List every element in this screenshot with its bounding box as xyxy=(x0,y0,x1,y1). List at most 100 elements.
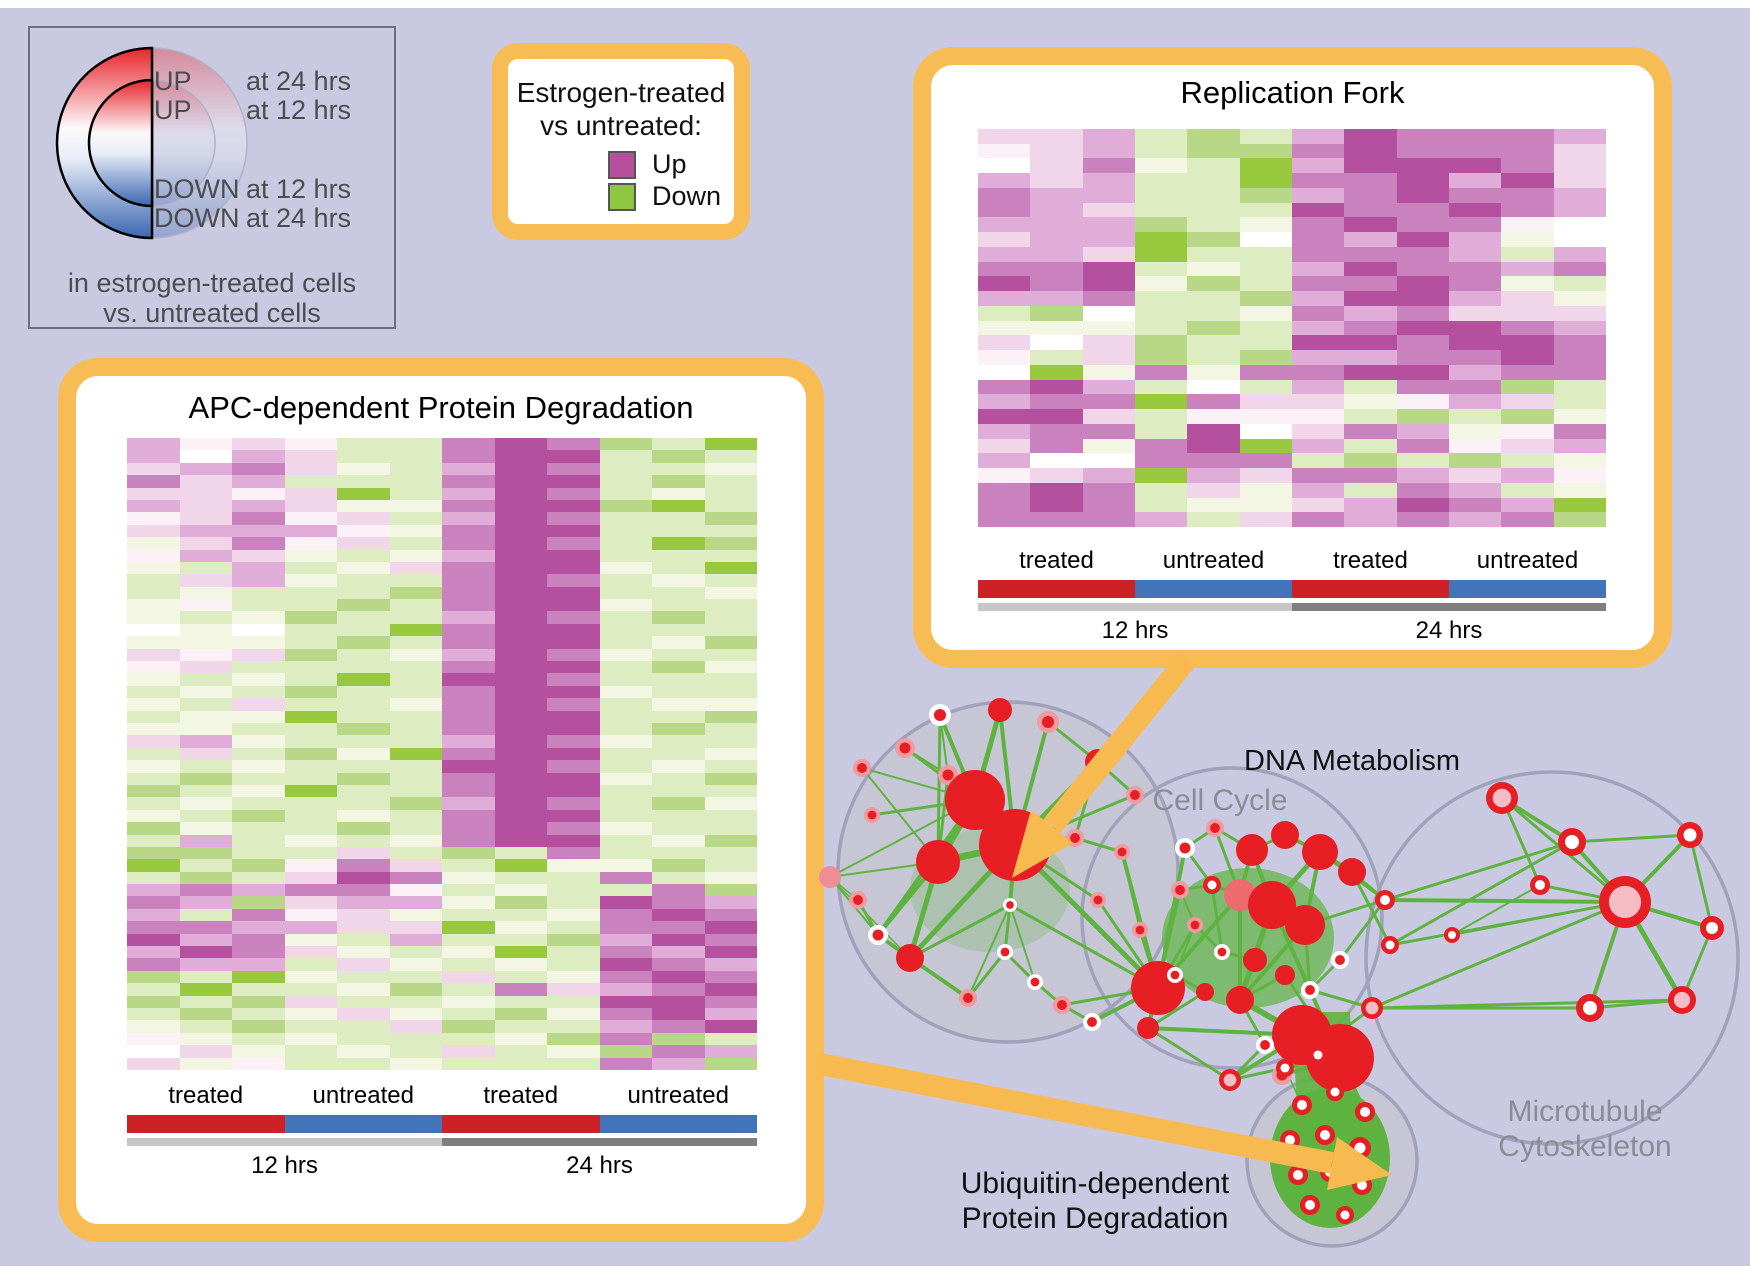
heatmap-cell xyxy=(1239,394,1292,409)
heatmap-cell xyxy=(284,834,337,847)
heatmap-cell xyxy=(704,797,757,810)
network-node-solid xyxy=(1243,948,1267,972)
heatmap-cell xyxy=(337,438,390,451)
cell-cycle-label: Cell Cycle xyxy=(1152,784,1288,817)
heatmap-cell xyxy=(337,685,390,699)
heatmap-cell xyxy=(652,722,705,736)
heatmap-cell xyxy=(337,450,390,463)
heatmap-cell xyxy=(599,499,652,513)
heatmap-cell xyxy=(337,710,390,723)
heatmap-cell xyxy=(127,636,180,649)
heatmap-cell xyxy=(652,735,705,748)
heatmap-cell xyxy=(127,908,180,922)
heatmap-cell xyxy=(652,933,705,947)
heatmap-cell xyxy=(1344,512,1397,527)
heatmap-cell xyxy=(389,487,442,500)
heatmap-cell xyxy=(704,921,757,934)
heatmap-cell xyxy=(494,822,547,835)
heatmap-cell xyxy=(442,524,495,538)
heatmap-cell xyxy=(547,561,600,575)
color-key-legend: Estrogen-treated vs untreated: Up Down xyxy=(492,43,750,240)
heatmap-cell xyxy=(337,1057,390,1070)
heatmap-cell xyxy=(1553,261,1606,277)
heatmap-cell xyxy=(599,599,652,612)
heatmap-cell xyxy=(127,958,180,971)
heatmap-cell xyxy=(1030,143,1083,159)
heatmap-cell xyxy=(599,908,652,922)
heatmap-cell xyxy=(978,276,1031,292)
heatmap-cell xyxy=(337,822,390,835)
heatmap-cell xyxy=(978,261,1031,277)
heatmap-cell xyxy=(1344,217,1397,233)
network-node-solid xyxy=(1248,881,1296,929)
heatmap-cell xyxy=(704,549,757,562)
network-node-hole xyxy=(1340,1210,1350,1220)
heatmap-cell xyxy=(284,561,337,575)
heatmap-cell xyxy=(337,636,390,649)
heatmap-cell xyxy=(442,537,495,550)
heatmap-cell xyxy=(1553,512,1606,527)
heatmap-cell xyxy=(284,475,337,488)
heatmap-cell xyxy=(1448,482,1502,498)
network-node-core xyxy=(1030,977,1040,987)
heatmap-cell xyxy=(1344,158,1397,174)
heatmap-cell xyxy=(704,1020,757,1033)
heatmap-cell xyxy=(599,574,652,587)
heatmap-cell xyxy=(1134,276,1188,292)
heatmap-cell xyxy=(127,537,180,550)
network-edge xyxy=(1210,884,1224,953)
heatmap-cell xyxy=(389,735,442,748)
heatmap-cell xyxy=(1030,202,1083,218)
network-node-hole xyxy=(1223,1073,1237,1087)
network-node-hole xyxy=(1285,1135,1295,1145)
network-edge xyxy=(1384,898,1626,904)
heatmap-cell xyxy=(547,710,600,723)
heatmap-cell xyxy=(704,859,757,872)
network-node-lightred xyxy=(1224,879,1256,911)
heatmap-cell xyxy=(442,859,495,872)
heatmap-cell xyxy=(547,722,600,736)
heatmap-cell xyxy=(442,1057,495,1070)
heatmap-cell xyxy=(442,1032,495,1046)
heatmap-cell xyxy=(1030,305,1083,321)
heatmap-cell xyxy=(704,871,757,885)
heatmap-cell xyxy=(389,1007,442,1021)
heatmap-cell xyxy=(1239,512,1292,527)
heatmap-cell xyxy=(232,450,285,463)
heatmap-cell xyxy=(442,450,495,463)
heatmap-cell xyxy=(284,487,337,500)
heatmap-cell xyxy=(1030,291,1083,306)
heatmap-cell xyxy=(1187,246,1240,262)
heatmap-cell xyxy=(284,946,337,959)
heatmap-cell xyxy=(1553,423,1606,439)
dna-metabolism-label: DNA Metabolism xyxy=(1244,745,1460,777)
heatmap-cell xyxy=(547,970,600,984)
heatmap-cell xyxy=(127,1007,180,1021)
heatmap-cell xyxy=(1344,364,1397,380)
heatmap-cell xyxy=(652,809,705,823)
heatmap-cell xyxy=(389,760,442,773)
heatmap-cell xyxy=(1082,202,1135,218)
heatmap-cell xyxy=(599,611,652,624)
heatmap-cell xyxy=(599,561,652,575)
heatmap-cell xyxy=(704,450,757,463)
heatmap-cell xyxy=(179,822,232,835)
heatmap-cell xyxy=(1448,335,1502,351)
heatmap-cell xyxy=(704,958,757,971)
heatmap-cell xyxy=(599,983,652,996)
heatmap-cell xyxy=(1082,482,1135,498)
heatmap-cell xyxy=(1134,364,1188,380)
heatmap-cell xyxy=(1082,320,1135,336)
heatmap-cell xyxy=(389,512,442,525)
heatmap-cell xyxy=(389,722,442,736)
heatmap-cell xyxy=(1291,305,1345,321)
heatmap-cell xyxy=(127,995,180,1008)
heatmap-cell xyxy=(232,512,285,525)
heatmap-cell xyxy=(284,549,337,562)
heatmap-cell xyxy=(1134,202,1188,218)
heatmap-cell xyxy=(599,673,652,686)
heatmap-cell xyxy=(547,1045,600,1058)
network-node-core xyxy=(933,708,947,722)
heatmap-cell xyxy=(389,574,442,587)
heatmap-cell xyxy=(1082,143,1135,159)
